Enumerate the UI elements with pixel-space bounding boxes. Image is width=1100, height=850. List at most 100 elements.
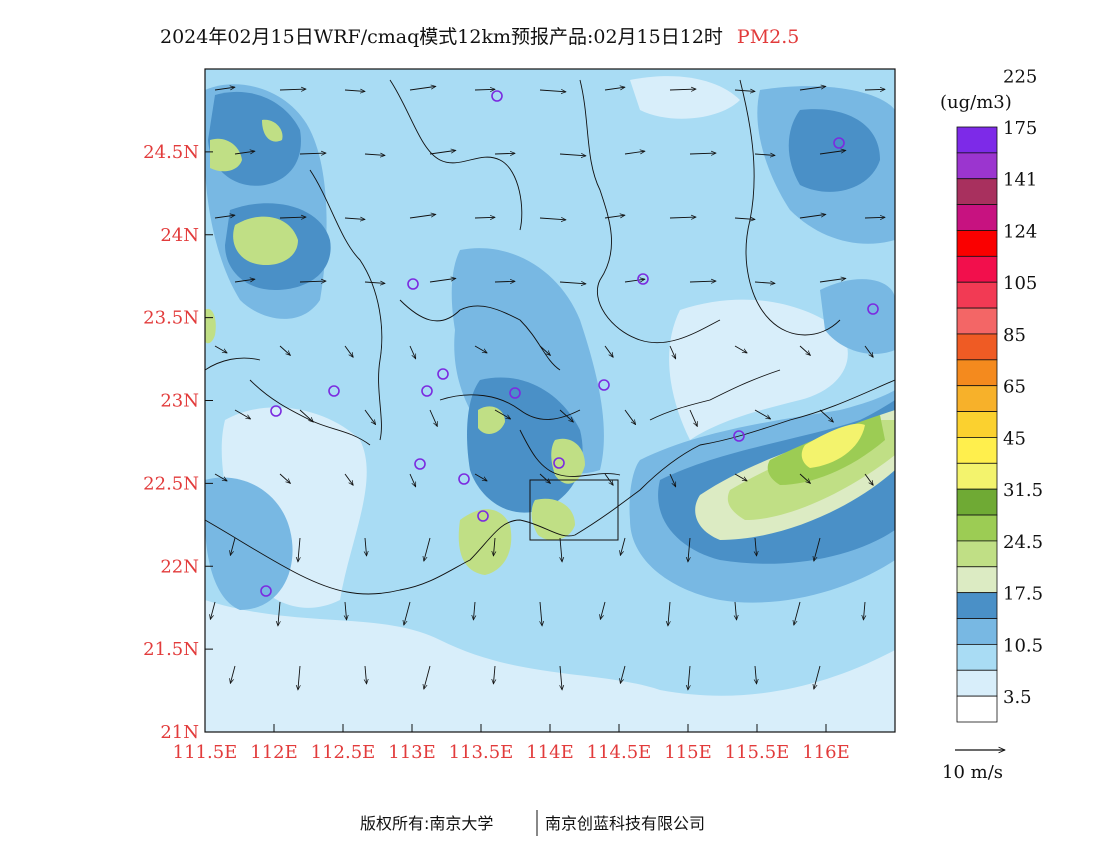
- wind-arrow: [409, 345, 417, 359]
- wind-arrow: [344, 473, 353, 485]
- lon-tick-label: 115E: [664, 742, 712, 763]
- wind-arrow: [620, 537, 626, 555]
- station-marker: [833, 137, 845, 149]
- wind-arrow: [424, 665, 431, 689]
- wind-arrow: [234, 151, 255, 155]
- lon-tick-label: 115.5E: [725, 742, 790, 763]
- wind-arrow: [364, 154, 385, 155]
- colorbar-label: 17.5: [1003, 584, 1043, 605]
- prd-green-zone-4: [478, 406, 505, 434]
- hongkong-box: [529, 479, 619, 541]
- wind-arrow: [474, 345, 487, 353]
- colorbar-swatch: [956, 695, 998, 723]
- northeast-high-zone: [788, 109, 880, 192]
- wind-arrow: [298, 665, 300, 690]
- wind-arrow: [429, 409, 438, 426]
- wind-arrow: [474, 89, 495, 90]
- wind-arrow: [279, 473, 290, 483]
- wind-arrow: [409, 473, 417, 487]
- lat-tick-label: 21.5N: [143, 639, 199, 660]
- wind-arrow: [214, 215, 235, 219]
- lon-tick-label: 111.5E: [173, 742, 238, 763]
- wind-arrow: [279, 217, 306, 218]
- west-green-zone: [233, 216, 298, 266]
- wind-arrow: [539, 218, 566, 220]
- wind-arrow: [364, 409, 376, 425]
- colorbar-label: 225: [1003, 66, 1037, 87]
- wind-arrow: [799, 214, 826, 219]
- wind-arrow: [214, 345, 227, 353]
- colorbar-swatch: [956, 643, 998, 671]
- lon-tick-label: 116E: [802, 742, 850, 763]
- colorbar-swatch: [956, 411, 998, 438]
- colorbar-label: 24.5: [1003, 532, 1043, 553]
- wind-arrow: [364, 282, 385, 283]
- wind-arrow: [560, 537, 562, 562]
- wind-arrow: [754, 282, 775, 283]
- wind-arrow: [344, 90, 365, 91]
- lon-tick-label: 113.5E: [449, 742, 514, 763]
- colorbar-label: 31.5: [1003, 480, 1043, 501]
- lat-tick-label: 24.5N: [143, 142, 199, 163]
- wind-arrow: [409, 86, 436, 91]
- station-marker: [491, 90, 503, 102]
- wind-arrow: [604, 473, 613, 485]
- station-marker: [414, 458, 426, 470]
- colorbar-swatch: [956, 669, 998, 697]
- wind-arrow: [539, 473, 550, 483]
- colorbar-swatch: [956, 178, 998, 206]
- wind-arrow: [214, 87, 235, 91]
- lat-tick-label: 22N: [160, 556, 199, 577]
- wind-arrow: [754, 409, 771, 419]
- wind-arrow: [600, 601, 606, 619]
- wind-arrow: [493, 537, 495, 556]
- title-variable: PM2.5: [737, 26, 799, 48]
- wind-arrow: [864, 89, 885, 90]
- sea-low-zone: [205, 600, 895, 732]
- wind-arrow: [624, 279, 645, 283]
- colorbar-swatch: [956, 618, 998, 645]
- wind-arrow: [604, 215, 625, 219]
- wind-arrow: [210, 601, 216, 619]
- north-low-zone: [630, 76, 740, 119]
- station-marker: [458, 473, 470, 485]
- colorbar-label: 105: [1003, 273, 1037, 294]
- wind-arrow: [494, 153, 515, 154]
- wind-arrow: [540, 601, 542, 626]
- colorbar-swatch: [956, 359, 998, 387]
- wind-arrow: [755, 537, 757, 556]
- wind-arrow: [539, 90, 566, 92]
- wind-arrow: [299, 153, 326, 154]
- wind-arrow: [494, 281, 515, 282]
- wind-arrow: [604, 345, 613, 357]
- footer: 版权所有:南京大学 南京创蓝科技有限公司: [360, 810, 705, 836]
- wind-arrow: [799, 86, 826, 91]
- wind-arrow: [230, 537, 236, 555]
- wind-arrow: [755, 665, 757, 684]
- eastsea-45-zone: [801, 423, 865, 468]
- lon-tick-label: 113E: [388, 742, 436, 763]
- wind-arrow: [864, 473, 873, 485]
- colorbar-unit: (ug/m3): [940, 92, 1012, 113]
- wind-reference-label: 10 m/s: [942, 762, 1003, 783]
- prd-green-zone-3: [551, 438, 585, 484]
- wind-arrow: [494, 409, 511, 419]
- colorbar-swatch: [956, 385, 998, 412]
- wind-arrow: [429, 150, 456, 155]
- wind-arrow: [474, 473, 487, 481]
- wind-arrow: [814, 665, 821, 689]
- wind-arrow: [474, 217, 495, 218]
- wind-arrow: [344, 218, 365, 219]
- wind-arrow: [493, 665, 495, 684]
- station-marker: [509, 387, 521, 399]
- colorbar-labels: 3.5 10.5 17.5 24.5 31.5 45 65 85 105 124 141 175 225: [1003, 66, 1043, 708]
- lat-tick-label: 24N: [160, 225, 199, 246]
- colorbar-swatch: [956, 307, 998, 335]
- longitude-axis: 111.5E 112E 112.5E 113E 113.5E 114E 114.5E 115E…: [173, 724, 850, 763]
- wind-arrow: [559, 409, 573, 422]
- station-marker: [437, 368, 449, 380]
- lon-tick-label: 112E: [250, 742, 298, 763]
- station-marker: [477, 510, 489, 522]
- colorbar-label: 141: [1003, 170, 1037, 191]
- wind-arrow: [734, 218, 755, 219]
